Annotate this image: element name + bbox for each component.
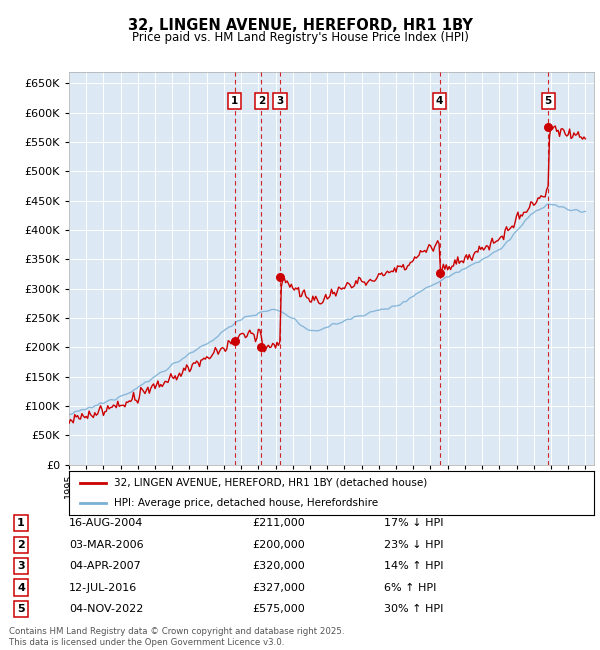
Text: 3: 3 [277, 96, 284, 106]
Text: 2: 2 [257, 96, 265, 106]
Text: 30% ↑ HPI: 30% ↑ HPI [384, 604, 443, 614]
Text: £327,000: £327,000 [252, 582, 305, 593]
Text: 04-NOV-2022: 04-NOV-2022 [69, 604, 143, 614]
Text: £320,000: £320,000 [252, 561, 305, 571]
Text: 2: 2 [17, 540, 25, 550]
Text: 1: 1 [231, 96, 238, 106]
Text: Price paid vs. HM Land Registry's House Price Index (HPI): Price paid vs. HM Land Registry's House … [131, 31, 469, 44]
Text: 6% ↑ HPI: 6% ↑ HPI [384, 582, 436, 593]
Text: £575,000: £575,000 [252, 604, 305, 614]
Text: 23% ↓ HPI: 23% ↓ HPI [384, 540, 443, 550]
Text: 32, LINGEN AVENUE, HEREFORD, HR1 1BY (detached house): 32, LINGEN AVENUE, HEREFORD, HR1 1BY (de… [113, 478, 427, 488]
Text: 12-JUL-2016: 12-JUL-2016 [69, 582, 137, 593]
Text: 4: 4 [436, 96, 443, 106]
Text: 17% ↓ HPI: 17% ↓ HPI [384, 518, 443, 528]
Text: 16-AUG-2004: 16-AUG-2004 [69, 518, 143, 528]
Text: 14% ↑ HPI: 14% ↑ HPI [384, 561, 443, 571]
Text: 1: 1 [17, 518, 25, 528]
Text: 4: 4 [17, 582, 25, 593]
Text: 03-MAR-2006: 03-MAR-2006 [69, 540, 143, 550]
Text: 5: 5 [17, 604, 25, 614]
Text: 32, LINGEN AVENUE, HEREFORD, HR1 1BY: 32, LINGEN AVENUE, HEREFORD, HR1 1BY [128, 18, 472, 33]
Text: 04-APR-2007: 04-APR-2007 [69, 561, 141, 571]
Text: 5: 5 [545, 96, 552, 106]
Text: £211,000: £211,000 [252, 518, 305, 528]
Text: HPI: Average price, detached house, Herefordshire: HPI: Average price, detached house, Here… [113, 498, 378, 508]
Text: Contains HM Land Registry data © Crown copyright and database right 2025.
This d: Contains HM Land Registry data © Crown c… [9, 627, 344, 647]
Text: 3: 3 [17, 561, 25, 571]
Text: £200,000: £200,000 [252, 540, 305, 550]
